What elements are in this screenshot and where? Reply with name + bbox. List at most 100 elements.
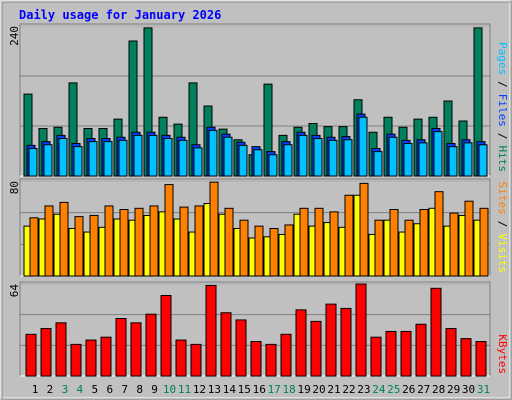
x-tick-label: 28 <box>432 383 445 396</box>
bar <box>463 142 473 177</box>
x-tick-label: 13 <box>208 383 221 396</box>
legend-entry: KBytes <box>496 334 509 374</box>
bar <box>209 181 219 277</box>
bar <box>433 131 443 177</box>
bar <box>415 323 427 377</box>
bar <box>419 209 429 277</box>
x-tick-label: 5 <box>91 383 98 396</box>
bar <box>295 309 307 377</box>
bar <box>254 225 264 277</box>
x-tick-label: 16 <box>253 383 266 396</box>
bar <box>449 212 459 277</box>
x-tick-label: 17 <box>268 383 281 396</box>
bar <box>283 144 293 177</box>
x-tick-label: 4 <box>77 383 84 396</box>
bar <box>55 322 67 377</box>
legend-entry: / <box>496 133 509 140</box>
bar <box>280 333 292 377</box>
bar <box>59 201 69 277</box>
bar <box>119 209 129 277</box>
bar <box>359 182 369 277</box>
x-tick-label: 31 <box>477 383 490 396</box>
x-tick-label: 11 <box>178 383 191 396</box>
bar <box>43 144 53 177</box>
bar <box>115 318 127 377</box>
bar <box>385 330 397 377</box>
legend-entry: Sites <box>496 182 509 215</box>
bar <box>163 138 173 177</box>
bar <box>310 320 322 377</box>
y-tick-label: 80 <box>8 181 21 194</box>
bar <box>178 139 188 177</box>
x-tick-label: 1 <box>32 383 39 396</box>
bar <box>298 134 308 177</box>
legend-entry: / <box>496 81 509 88</box>
bar <box>388 136 398 177</box>
legend-entry: Hits <box>496 146 509 173</box>
bar <box>70 343 82 377</box>
bar <box>430 287 442 377</box>
bar <box>325 303 337 377</box>
x-tick-label: 15 <box>238 383 251 396</box>
bar <box>148 134 158 177</box>
x-tick-label: 18 <box>283 383 296 396</box>
bar <box>205 284 217 377</box>
x-tick-label: 26 <box>402 383 415 396</box>
bar <box>133 134 143 177</box>
bar <box>265 343 277 377</box>
bar <box>343 139 353 177</box>
bar <box>238 144 248 177</box>
x-tick-label: 6 <box>106 383 113 396</box>
bar <box>58 138 68 177</box>
bar <box>329 211 339 277</box>
legend-entry: / <box>496 221 509 228</box>
bar <box>355 283 367 377</box>
x-tick-label: 23 <box>357 383 370 396</box>
x-tick-label: 9 <box>151 383 158 396</box>
x-tick-label: 29 <box>447 383 460 396</box>
bar <box>434 191 444 277</box>
bar <box>478 144 488 177</box>
x-tick-label: 14 <box>223 383 237 396</box>
bar <box>149 205 159 277</box>
bar <box>103 141 113 177</box>
x-tick-label: 27 <box>417 383 430 396</box>
bar <box>40 328 52 377</box>
bar <box>130 322 142 377</box>
bar <box>418 142 428 177</box>
bar <box>239 219 249 277</box>
legend: KBytes <box>496 334 509 374</box>
bar <box>358 116 368 177</box>
bar <box>29 217 39 277</box>
x-tick-label: 30 <box>462 383 475 396</box>
legend: Pages / Files / Hits <box>496 42 509 172</box>
bar <box>374 219 384 277</box>
bar <box>403 143 413 177</box>
x-tick-label: 7 <box>121 383 128 396</box>
bar <box>190 343 202 377</box>
bar <box>370 336 382 377</box>
bar <box>328 139 338 177</box>
bar <box>74 216 84 277</box>
bar <box>460 338 472 377</box>
bar <box>85 339 97 377</box>
bar <box>479 207 489 277</box>
x-tick-label: 19 <box>297 383 310 396</box>
bar <box>464 200 474 277</box>
bar <box>193 147 203 177</box>
bar <box>134 207 144 277</box>
bar <box>44 205 54 277</box>
bar <box>194 205 204 277</box>
bar <box>100 336 112 377</box>
bar <box>179 206 189 277</box>
bar <box>445 328 457 377</box>
legend-entry: Visits <box>496 233 509 273</box>
bar <box>89 214 99 277</box>
bar <box>220 312 232 377</box>
x-tick-label: 22 <box>342 383 355 396</box>
y-tick-label: 64 <box>8 284 21 298</box>
bar <box>268 154 278 177</box>
bar <box>250 341 262 377</box>
x-tick-label: 10 <box>163 383 176 396</box>
